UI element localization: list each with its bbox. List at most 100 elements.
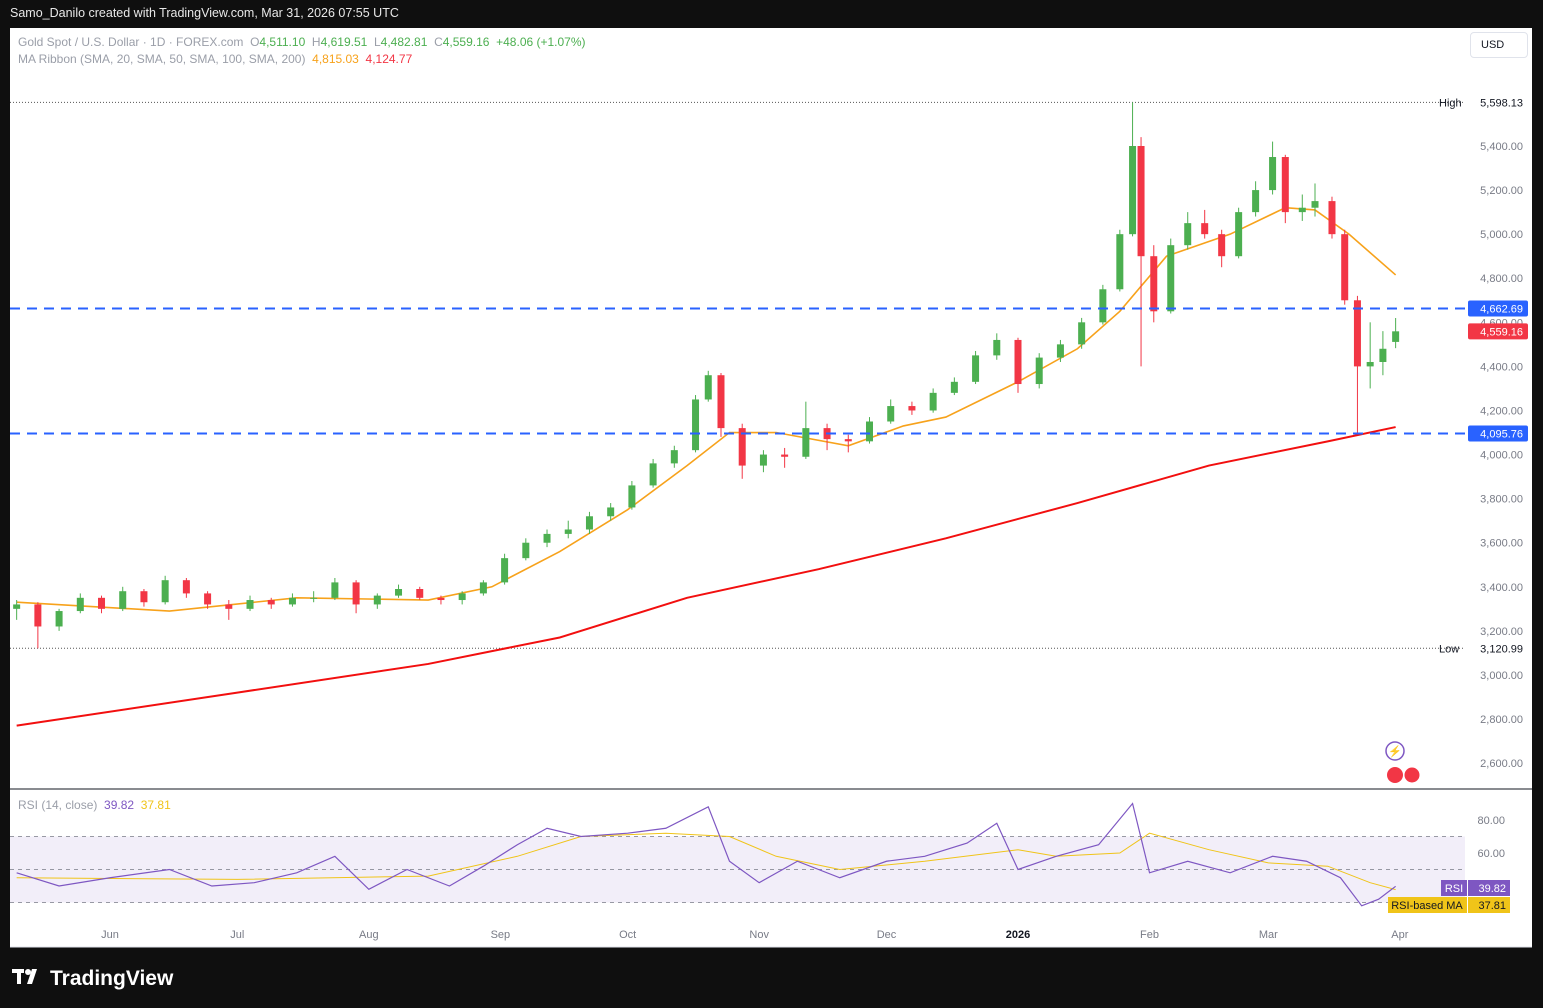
low-value: 4,482.81 [380,35,428,49]
candle-body [649,463,657,486]
open-value: 4,511.10 [259,35,306,49]
candle-body [1328,201,1336,235]
time-tick-label: 2026 [1006,929,1030,941]
candle-body [416,589,424,598]
candle-body [13,604,21,609]
rsi-ma-name: RSI-based MA [1391,900,1463,912]
candle-body [972,355,980,382]
candle-body [246,600,254,609]
level-badge [1468,300,1528,317]
rsi-name: RSI [1445,883,1463,895]
price-tick-label: 5,400.00 [1480,141,1523,153]
high-badge [1470,94,1528,111]
level-value: 4,095.76 [1480,428,1523,440]
close-value: 4,559.16 [442,35,490,49]
time-tick-label: Oct [619,929,636,941]
candle-body [522,542,530,559]
rsi-legend: RSI (14, close) 39.82 37.81 [18,798,171,812]
rsi-ma-value-badge [1468,897,1510,913]
candle-body [395,589,403,596]
us-flag-event-icon [1403,766,1421,784]
candle-body [479,582,487,594]
ma20-value: 4,815.03 [312,52,359,66]
candle-body [585,516,593,530]
time-tick-label: Nov [749,929,769,941]
candle-body [1218,234,1226,257]
candle-body [993,339,1001,356]
rsi-tick-label: 60.00 [1477,848,1505,860]
time-tick-label: Mar [1259,929,1278,941]
price-tick-label: 3,000.00 [1480,670,1523,682]
candle-body [1078,322,1086,345]
time-tick-label: Jul [230,929,244,941]
candle-body [288,597,296,605]
time-tick-label: Sep [491,929,511,941]
candle-body [759,454,767,466]
chart-panel[interactable] [10,28,1532,947]
candle-body [98,597,106,609]
lightning-icon [1385,741,1405,761]
candle-body [225,604,233,609]
symbol-legend: Gold Spot / U.S. Dollar · 1D · FOREX.com… [18,35,586,49]
candle-body [1150,256,1158,312]
candle-body [55,611,63,627]
price-tick-label: 3,600.00 [1480,538,1523,550]
candle-body [182,580,190,594]
price-tick-label: 5,200.00 [1480,185,1523,197]
candle-body [704,375,712,400]
candle-body [908,406,916,411]
candle-body [564,529,572,534]
ma-label[interactable]: MA Ribbon (SMA, 20, SMA, 50, SMA, 100, S… [18,52,306,66]
time-tick-label: Jun [101,929,119,941]
candle-body [1035,357,1043,385]
candle-body [1167,245,1175,312]
price-tick-label: 4,000.00 [1480,450,1523,462]
candle-body [1201,223,1209,235]
last-price-badge [1468,323,1528,340]
time-tick-label: Apr [1391,929,1408,941]
low-value: 3,120.99 [1480,643,1523,655]
candle-body [119,591,127,609]
candle-body [1269,157,1277,191]
candle-body [887,406,895,422]
candle-body [1366,361,1374,367]
us-flag-event-icon [1387,767,1403,783]
candle-body [1281,157,1289,213]
candle-body [1341,234,1349,301]
rsi-tick-label: 80.00 [1477,815,1505,827]
level-value: 4,662.69 [1480,304,1523,316]
rsi-badge-value: 39.82 [1478,883,1506,895]
low-label: Low [1439,643,1459,655]
candle-body [331,582,339,598]
candle-body [802,428,810,457]
candle-body [1056,344,1064,358]
level-badge [1468,425,1528,442]
candle-body [76,597,84,612]
high-value: 4,619.51 [320,35,368,49]
candle-body [543,533,551,543]
price-tick-label: 4,200.00 [1480,405,1523,417]
tv-logo-icon [12,966,44,992]
rsi-value: 39.82 [104,798,135,812]
currency-button[interactable]: USD [1470,32,1528,58]
time-tick-label: Dec [877,929,897,941]
candle-body [1116,234,1124,290]
chart-credit: Samo_Danilo created with TradingView.com… [10,6,399,20]
candle-body [692,399,700,451]
price-tick-label: 3,800.00 [1480,494,1523,506]
rsi-line [16,802,1396,907]
ma-legend: MA Ribbon (SMA, 20, SMA, 50, SMA, 100, S… [18,52,412,66]
rsi-label[interactable]: RSI (14, close) [18,798,98,812]
lightning-icon-glyph: ⚡ [1388,745,1402,758]
candle-body [1252,190,1260,213]
candle-body [373,595,381,605]
candle-body [1311,201,1319,208]
last-price-value: 4,559.16 [1480,326,1523,338]
high-label: High [1439,97,1462,109]
candle-body [437,597,445,601]
candle-body [204,593,212,605]
price-tick-label: 2,600.00 [1480,758,1523,770]
candle-body [1137,146,1145,257]
symbol-name[interactable]: Gold Spot / U.S. Dollar · 1D · FOREX.com [18,35,244,49]
